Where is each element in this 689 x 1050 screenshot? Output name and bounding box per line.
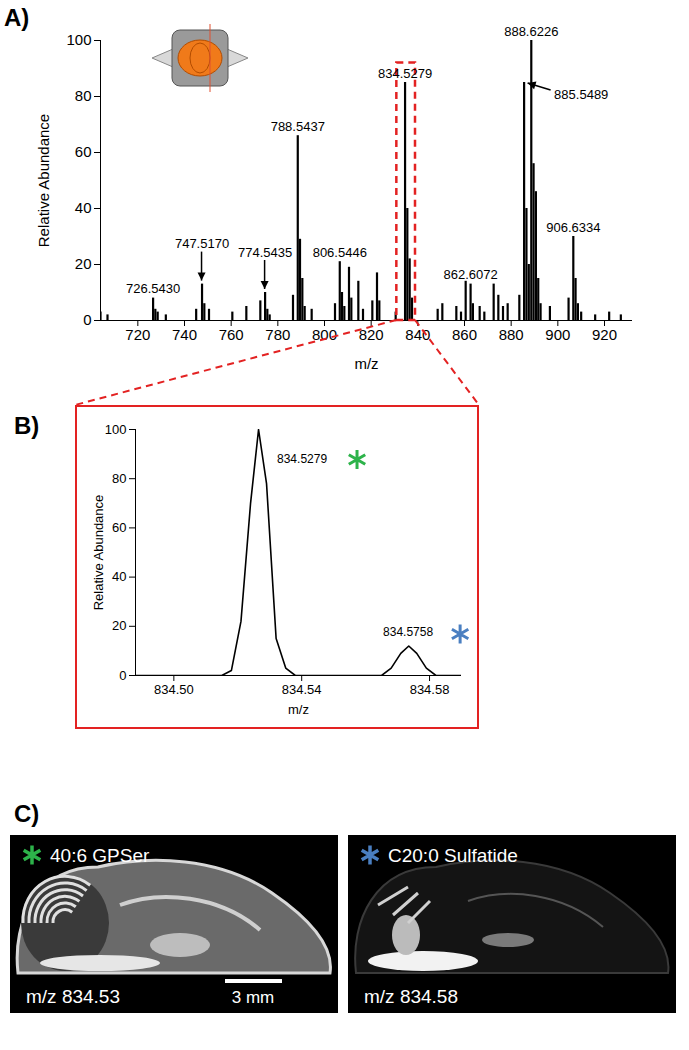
svg-text:820: 820: [359, 326, 384, 343]
svg-text:862.6072: 862.6072: [443, 267, 497, 282]
svg-text:40: 40: [75, 199, 92, 216]
svg-text:720: 720: [125, 326, 150, 343]
svg-text:860: 860: [452, 326, 477, 343]
svg-text:100: 100: [66, 31, 91, 48]
svg-text:760: 760: [219, 326, 244, 343]
html-text:A): A): [4, 4, 30, 31]
svg-text:740: 740: [172, 326, 197, 343]
svg-text:920: 920: [592, 326, 617, 343]
html-text:B): B): [14, 412, 40, 439]
svg-text:900: 900: [545, 326, 570, 343]
svg-text:726.5430: 726.5430: [126, 281, 180, 296]
svg-text:774.5435: 774.5435: [238, 245, 292, 260]
svg-text:80: 80: [112, 471, 126, 486]
svg-text:834.58: 834.58: [410, 682, 450, 697]
svg-text:m/z 834.58: m/z 834.58: [364, 986, 458, 1007]
svg-text:806.5446: 806.5446: [313, 245, 367, 260]
svg-text:Relative Abundance: Relative Abundance: [35, 114, 52, 247]
svg-text:80: 80: [75, 87, 92, 104]
svg-text:40:6 GPSer: 40:6 GPSer: [50, 845, 150, 866]
svg-text:40: 40: [112, 569, 126, 584]
svg-text:834.54: 834.54: [282, 682, 322, 697]
svg-text:780: 780: [265, 326, 290, 343]
svg-text:834.5758: 834.5758: [383, 625, 433, 639]
svg-text:0: 0: [119, 668, 126, 683]
svg-text:888.6226: 888.6226: [504, 24, 558, 39]
svg-text:C20:0 Sulfatide: C20:0 Sulfatide: [388, 845, 518, 866]
svg-text:m/z 834.53: m/z 834.53: [26, 986, 120, 1007]
html-text:C): C): [14, 800, 40, 827]
svg-text:800: 800: [312, 326, 337, 343]
svg-text:840: 840: [405, 326, 430, 343]
svg-text:880: 880: [499, 326, 524, 343]
svg-text:0: 0: [83, 311, 91, 328]
svg-text:20: 20: [75, 255, 92, 272]
svg-text:834.50: 834.50: [154, 682, 194, 697]
svg-text:20: 20: [112, 618, 126, 633]
svg-text:100: 100: [105, 422, 127, 437]
svg-text:60: 60: [112, 520, 126, 535]
svg-text:3 mm: 3 mm: [232, 988, 275, 1007]
svg-text:834.5279: 834.5279: [277, 452, 327, 466]
svg-text:834.5279: 834.5279: [378, 66, 432, 81]
svg-text:m/z: m/z: [288, 702, 309, 717]
svg-text:Relative Abundance: Relative Abundance: [91, 495, 106, 611]
svg-text:788.5437: 788.5437: [271, 119, 325, 134]
svg-text:906.6334: 906.6334: [546, 220, 600, 235]
svg-text:747.5170: 747.5170: [175, 236, 229, 251]
svg-text:m/z: m/z: [354, 355, 378, 372]
svg-text:885.5489: 885.5489: [554, 87, 608, 102]
svg-text:60: 60: [75, 143, 92, 160]
